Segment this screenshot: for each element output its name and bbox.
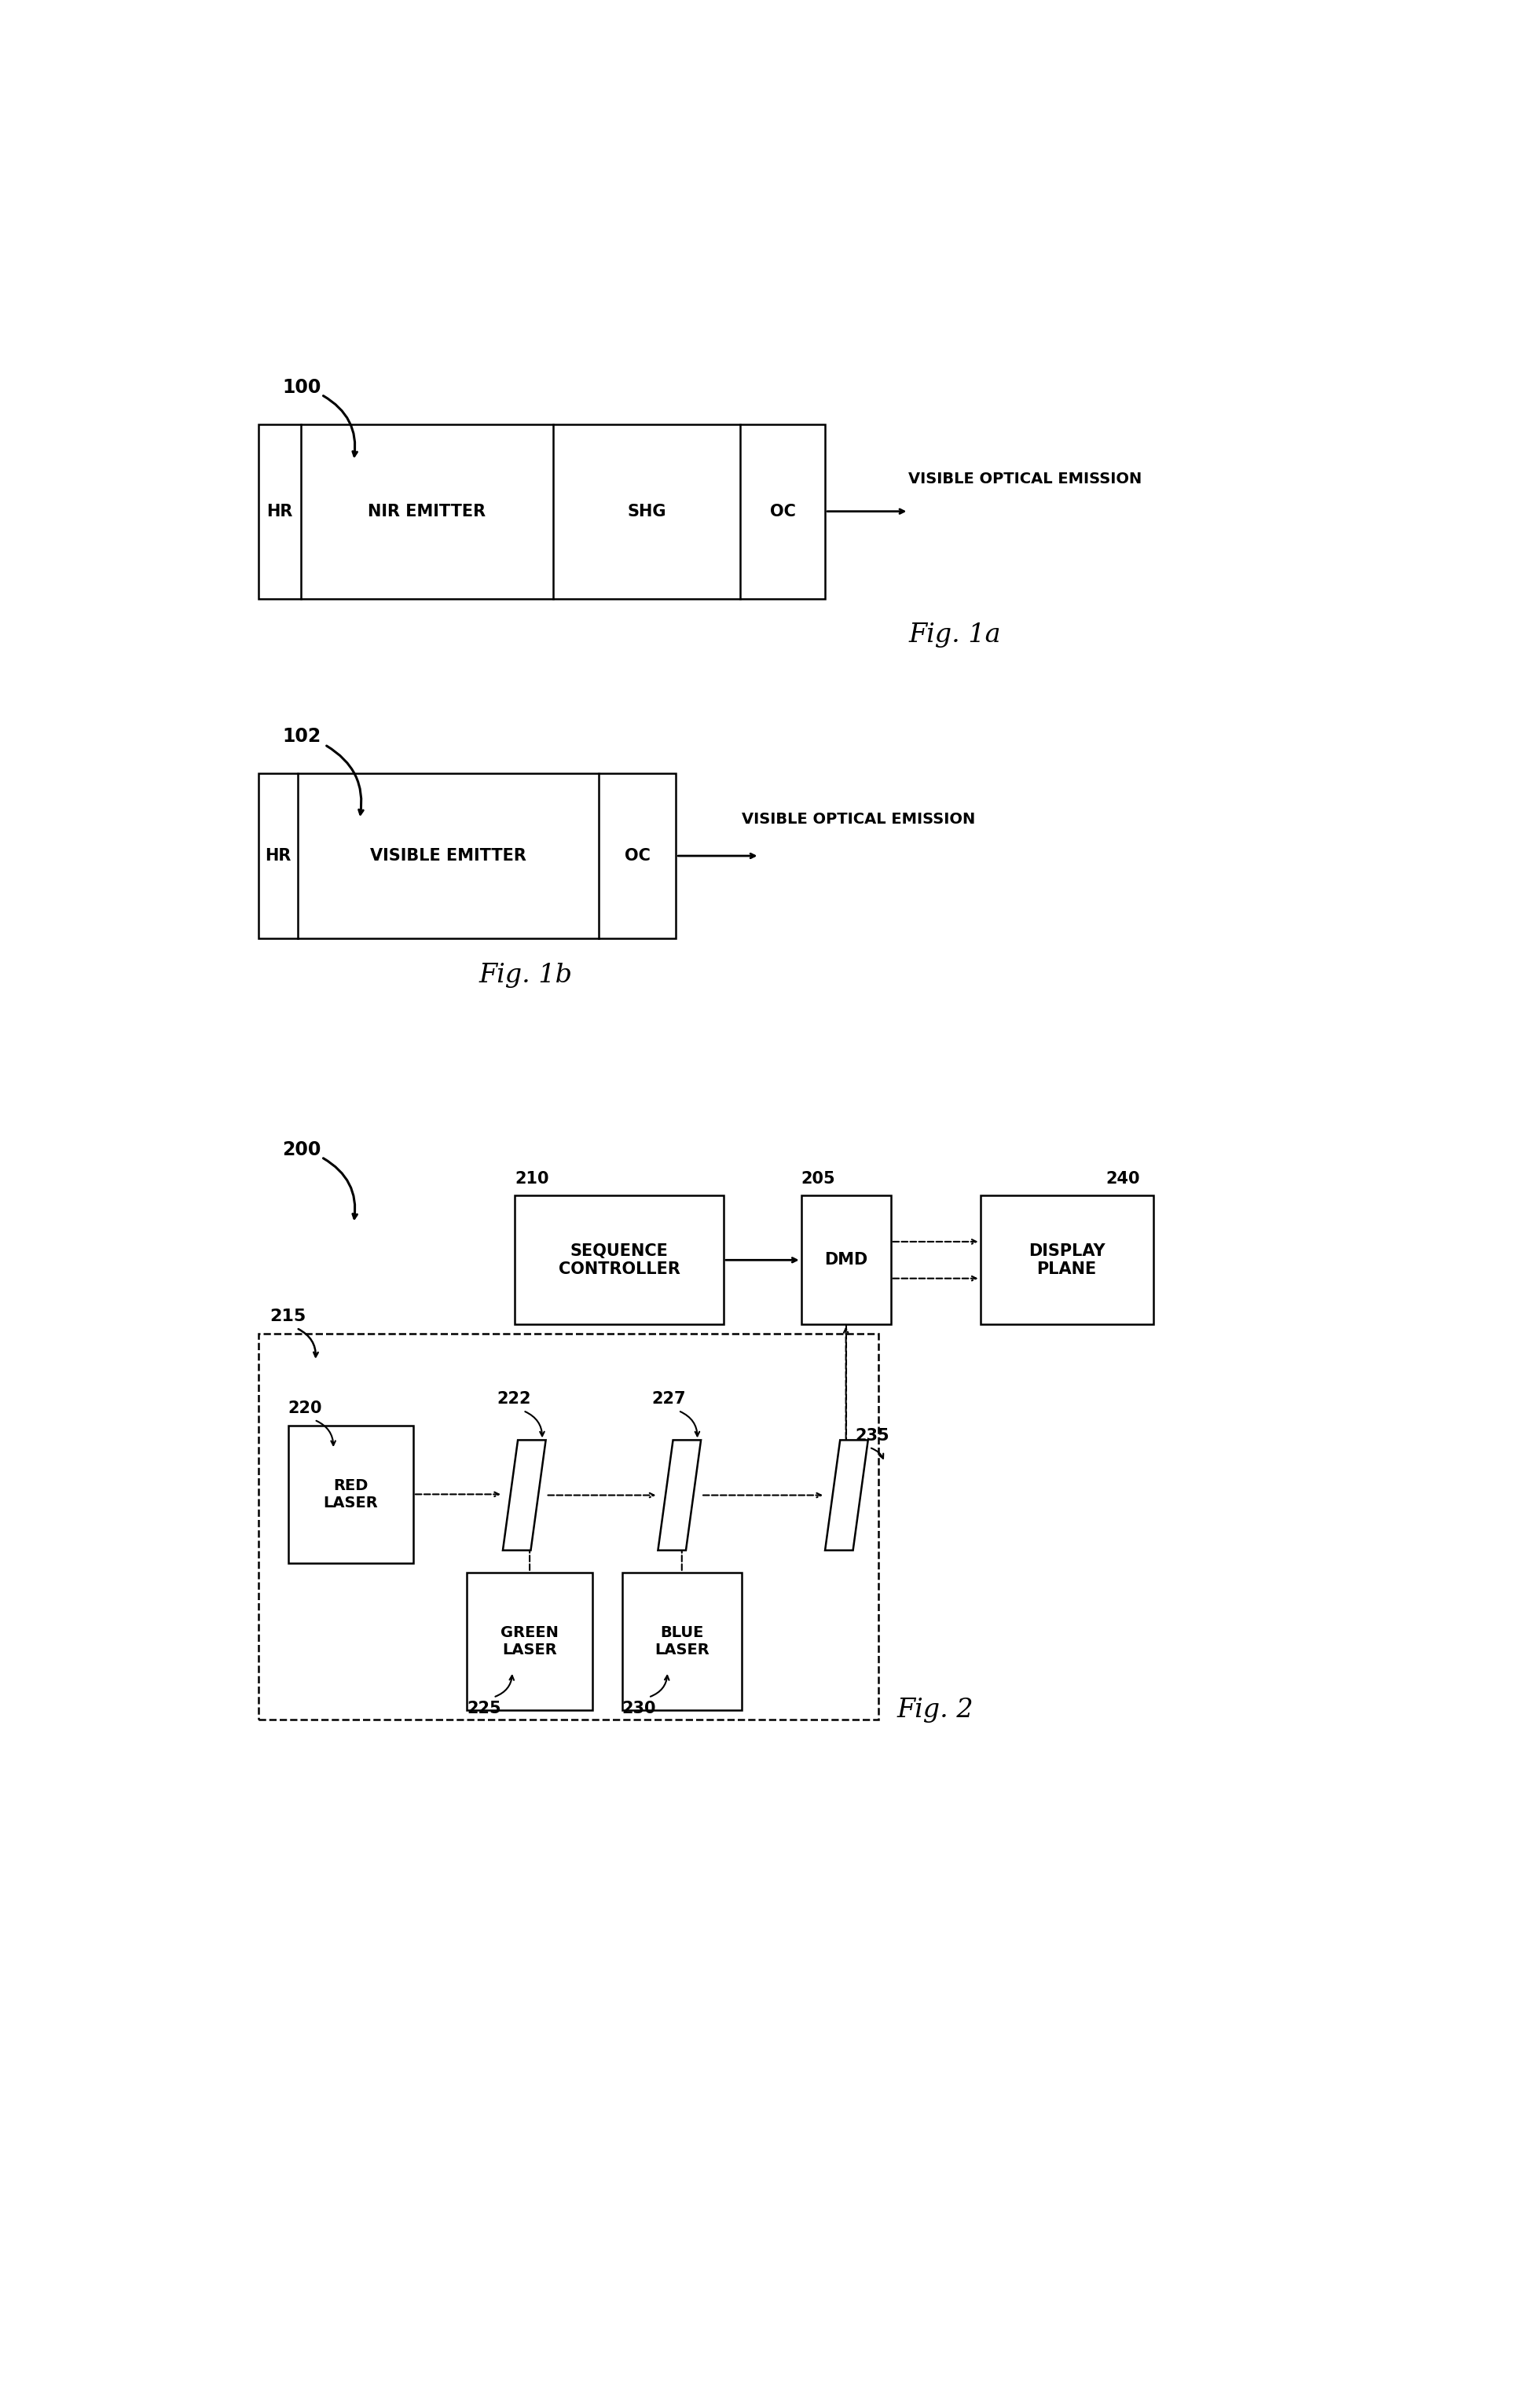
Bar (801, 1195, 890, 1324)
Text: 235: 235 (855, 1429, 889, 1444)
Text: Fig. 1a: Fig. 1a (909, 623, 1001, 649)
Text: 215: 215 (270, 1308, 306, 1324)
Text: Fig. 2: Fig. 2 (896, 1696, 973, 1723)
Text: HR: HR (265, 847, 291, 864)
Text: DMD: DMD (824, 1253, 867, 1267)
Text: BLUE
LASER: BLUE LASER (654, 1625, 710, 1658)
Text: Fig. 1b: Fig. 1b (479, 962, 573, 988)
Bar (622, 1572, 741, 1711)
Text: 210: 210 (514, 1172, 548, 1186)
Text: VISIBLE EMITTER: VISIBLE EMITTER (370, 847, 527, 864)
Polygon shape (658, 1441, 701, 1551)
Text: 220: 220 (288, 1401, 322, 1417)
Bar (259, 1334, 879, 1720)
Text: SEQUENCE
CONTROLLER: SEQUENCE CONTROLLER (559, 1243, 681, 1277)
Bar (259, 773, 676, 938)
Text: VISIBLE OPTICAL EMISSION: VISIBLE OPTICAL EMISSION (742, 811, 975, 826)
Bar (259, 425, 825, 599)
Text: NIR EMITTER: NIR EMITTER (368, 503, 485, 520)
Bar (288, 1424, 413, 1563)
Text: OC: OC (624, 847, 650, 864)
Polygon shape (825, 1441, 869, 1551)
Text: 240: 240 (1106, 1172, 1140, 1186)
Polygon shape (502, 1441, 545, 1551)
Text: HR: HR (266, 503, 293, 520)
Text: 100: 100 (282, 377, 320, 396)
Bar (981, 1195, 1153, 1324)
Text: 102: 102 (282, 728, 320, 747)
Text: 222: 222 (497, 1391, 531, 1408)
Bar (467, 1572, 593, 1711)
Text: OC: OC (770, 503, 796, 520)
Text: 200: 200 (282, 1141, 320, 1160)
Text: SHG: SHG (627, 503, 665, 520)
Text: GREEN
LASER: GREEN LASER (500, 1625, 559, 1658)
Text: VISIBLE OPTICAL EMISSION: VISIBLE OPTICAL EMISSION (909, 472, 1143, 487)
Text: 205: 205 (801, 1172, 836, 1186)
Text: 230: 230 (622, 1701, 656, 1716)
Bar (514, 1195, 724, 1324)
Text: DISPLAY
PLANE: DISPLAY PLANE (1029, 1243, 1106, 1277)
Text: 225: 225 (467, 1701, 502, 1716)
Text: 227: 227 (651, 1391, 687, 1408)
Text: RED
LASER: RED LASER (323, 1479, 377, 1510)
